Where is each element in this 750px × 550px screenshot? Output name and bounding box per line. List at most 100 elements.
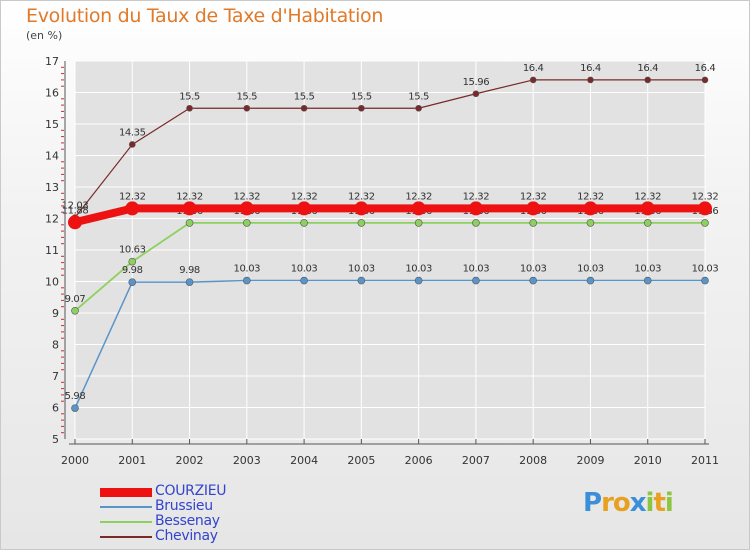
x-tick-label: 2010 [634, 454, 662, 467]
x-tick-label: 2002 [176, 454, 204, 467]
data-label-courzieu: 12.32 [119, 191, 146, 202]
legend-swatch [100, 506, 152, 508]
logo-letter: r [601, 488, 614, 518]
data-point-chevinay [358, 104, 365, 112]
data-label-courzieu: 11.88 [62, 205, 89, 216]
data-point-brussieu [643, 276, 652, 285]
logo-letter: o [612, 488, 631, 518]
data-point-chevinay [701, 76, 709, 84]
data-point-chevinay [529, 76, 537, 84]
legend-label: Brussieu [155, 498, 213, 514]
data-label-chevinay: 15.5 [179, 91, 200, 102]
data-point-chevinay [243, 104, 251, 112]
y-tick-label: 7 [52, 370, 59, 383]
data-label-brussieu: 10.03 [405, 264, 432, 275]
y-tick-label: 8 [52, 339, 59, 352]
x-tick-label: 2001 [118, 454, 146, 467]
data-point-brussieu [357, 276, 366, 285]
data-point-courzieu [125, 201, 140, 216]
legend-swatch [100, 487, 152, 497]
y-tick-label: 9 [52, 307, 59, 320]
data-label-brussieu: 10.03 [692, 264, 719, 275]
logo-letter: t [653, 488, 665, 518]
data-point-brussieu [701, 276, 709, 285]
data-point-bessenay [128, 257, 137, 266]
data-point-chevinay [128, 141, 136, 148]
data-point-chevinay [186, 104, 193, 112]
data-label-brussieu: 9.98 [179, 265, 200, 276]
data-label-chevinay: 14.35 [119, 127, 146, 138]
data-label-brussieu: 10.03 [348, 264, 375, 275]
data-label-courzieu: 12.32 [463, 191, 490, 202]
data-point-courzieu [468, 201, 483, 216]
series-line-chevinay [74, 79, 706, 219]
data-label-brussieu: 10.03 [520, 264, 547, 275]
data-point-brussieu [414, 276, 423, 285]
data-point-courzieu [640, 201, 655, 216]
legend-swatch [100, 521, 152, 523]
legend-label: Bessenay [155, 513, 220, 529]
y-tick-label: 15 [45, 118, 59, 131]
data-point-bessenay [472, 219, 480, 227]
data-point-brussieu [71, 404, 79, 412]
data-label-chevinay: 16.4 [695, 63, 716, 74]
data-label-brussieu: 10.03 [634, 264, 661, 275]
chart-title: Evolution du Taux de Taxe d'Habitation [26, 5, 384, 27]
data-label-courzieu: 12.32 [405, 191, 432, 202]
data-point-bessenay [414, 219, 423, 227]
x-tick-label: 2011 [691, 454, 719, 467]
y-tick-label: 6 [52, 402, 59, 415]
x-tick-label: 2009 [576, 454, 604, 467]
data-label-courzieu: 12.32 [634, 191, 661, 202]
y-tick-label: 14 [45, 150, 59, 163]
data-label-courzieu: 12.32 [176, 191, 203, 202]
data-point-courzieu [411, 201, 426, 216]
data-point-chevinay [300, 104, 308, 112]
x-tick-label: 2007 [462, 454, 490, 467]
data-label-chevinay: 16.4 [523, 63, 544, 74]
x-tick-label: 2008 [519, 454, 547, 467]
data-label-courzieu: 12.32 [577, 191, 604, 202]
data-point-brussieu [128, 278, 137, 286]
data-label-brussieu: 10.03 [233, 264, 260, 275]
y-tick-label: 17 [45, 55, 59, 68]
legend-label: COURZIEU [155, 483, 227, 499]
x-tick-label: 2000 [61, 454, 89, 467]
data-label-chevinay: 12.03 [62, 201, 89, 212]
data-label-brussieu: 10.03 [463, 264, 490, 275]
data-label-chevinay: 15.5 [408, 91, 429, 102]
data-point-courzieu [297, 201, 312, 216]
logo-letter: P [583, 488, 602, 518]
series-line-brussieu [74, 279, 706, 409]
data-point-bessenay [300, 219, 308, 227]
data-label-brussieu: 5.98 [65, 391, 86, 402]
data-point-courzieu [239, 201, 254, 216]
data-point-bessenay [701, 219, 709, 227]
data-point-brussieu [529, 276, 537, 285]
y-tick-label: 5 [52, 433, 59, 446]
logo-letter: x [629, 488, 647, 518]
x-tick-label: 2006 [405, 454, 433, 467]
logo-letter: i [664, 488, 674, 518]
data-point-chevinay [587, 76, 594, 84]
data-label-courzieu: 12.32 [692, 191, 719, 202]
data-point-chevinay [415, 104, 422, 112]
data-label-brussieu: 9.98 [122, 265, 143, 276]
x-tick-label: 2003 [233, 454, 261, 467]
y-tick-label: 16 [45, 87, 59, 100]
data-point-bessenay [586, 219, 595, 227]
data-point-brussieu [586, 276, 595, 285]
data-label-courzieu: 12.32 [520, 191, 547, 202]
data-label-courzieu: 12.32 [233, 191, 260, 202]
legend-swatch [100, 536, 152, 538]
data-point-courzieu [583, 201, 598, 216]
data-label-chevinay: 16.4 [637, 63, 658, 74]
data-point-courzieu [182, 201, 197, 216]
data-label-chevinay: 15.5 [294, 91, 315, 102]
y-unit-label: (en %) [26, 29, 63, 42]
proxiti-logo: Proxiti [583, 488, 674, 518]
data-label-chevinay: 15.5 [236, 91, 257, 102]
data-label-chevinay: 16.4 [580, 63, 601, 74]
data-point-brussieu [300, 276, 308, 285]
